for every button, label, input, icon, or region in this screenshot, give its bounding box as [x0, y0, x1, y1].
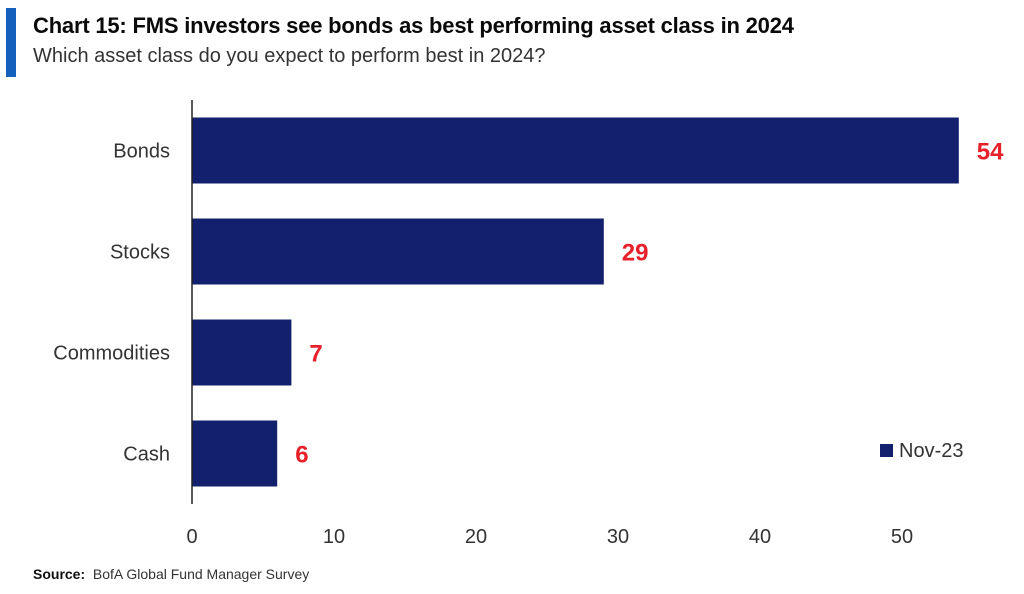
- chart-title: Chart 15: FMS investors see bonds as bes…: [33, 13, 794, 38]
- bar-bonds: [192, 117, 959, 184]
- source-label: Source:: [33, 566, 86, 582]
- x-tick-label-50: 50: [891, 526, 913, 548]
- data-label-cash: 6: [295, 442, 308, 469]
- x-tick-label-0: 0: [186, 526, 197, 548]
- category-label-stocks: Stocks: [110, 242, 170, 264]
- category-label-bonds: Bonds: [113, 141, 170, 163]
- bar-cash: [192, 420, 278, 487]
- x-tick-label-20: 20: [465, 526, 487, 548]
- legend-swatch: [880, 444, 893, 457]
- category-label-cash: Cash: [123, 444, 170, 466]
- data-label-commodities: 7: [309, 341, 322, 368]
- chart-subtitle: Which asset class do you expect to perfo…: [33, 45, 546, 67]
- x-tick-label-30: 30: [607, 526, 629, 548]
- x-tick-label-10: 10: [323, 526, 345, 548]
- bar-commodities: [192, 319, 292, 386]
- data-label-stocks: 29: [622, 240, 649, 267]
- source-note: Source: BofA Global Fund Manager Survey: [33, 566, 309, 582]
- source-text: BofA Global Fund Manager Survey: [92, 566, 310, 582]
- bar-stocks: [192, 218, 604, 285]
- header-accent-bar: [6, 8, 16, 77]
- legend-label: Nov-23: [899, 440, 963, 462]
- x-tick-label-40: 40: [749, 526, 771, 548]
- data-label-bonds: 54: [977, 139, 1004, 166]
- category-label-commodities: Commodities: [53, 343, 170, 365]
